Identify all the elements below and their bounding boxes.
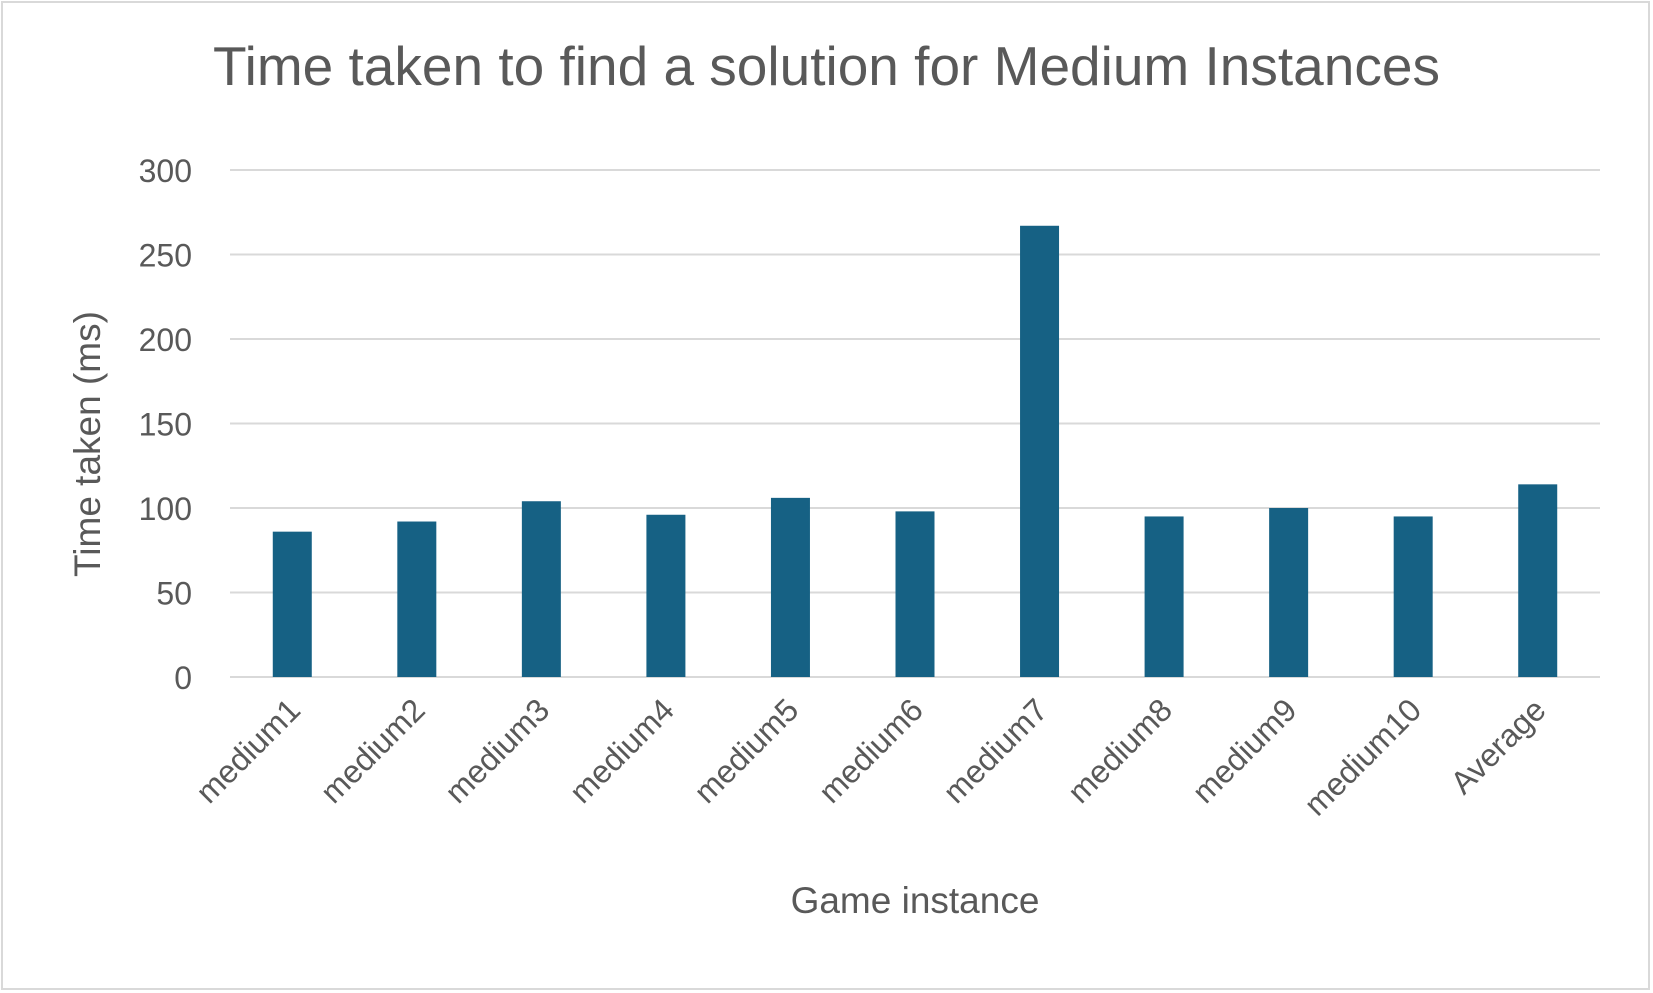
x-tick-labels: medium1 medium2 medium3 medium4 medium5 mediu… bbox=[189, 691, 1553, 822]
bar-medium5 bbox=[770, 497, 810, 677]
y-tick-labels: 0 50 100 150 200 250 300 bbox=[139, 153, 192, 696]
x-tick-label: medium8 bbox=[1061, 691, 1180, 810]
x-tick-label: medium5 bbox=[687, 691, 806, 810]
x-tick-label: medium10 bbox=[1297, 691, 1428, 822]
bar-medium10 bbox=[1393, 516, 1433, 677]
bars bbox=[272, 225, 1558, 677]
x-tick-label: medium4 bbox=[562, 691, 681, 810]
bar-medium4 bbox=[646, 514, 686, 677]
bar-medium9 bbox=[1269, 508, 1309, 677]
x-tick-label: Average bbox=[1443, 691, 1552, 800]
x-tick-label: medium6 bbox=[811, 691, 930, 810]
y-tick-label: 100 bbox=[139, 491, 192, 527]
y-tick-label: 200 bbox=[139, 322, 192, 358]
x-tick-label: medium9 bbox=[1185, 691, 1304, 810]
y-tick-label: 150 bbox=[139, 407, 192, 443]
x-tick-label: medium2 bbox=[313, 691, 432, 810]
bar-medium8 bbox=[1144, 516, 1184, 677]
bar-medium1 bbox=[272, 531, 312, 677]
x-tick-label: medium7 bbox=[936, 691, 1055, 810]
y-tick-label: 50 bbox=[156, 576, 192, 612]
x-tick-label: medium1 bbox=[189, 691, 308, 810]
chart-title: Time taken to find a solution for Medium… bbox=[213, 35, 1440, 97]
y-tick-label: 250 bbox=[139, 238, 192, 274]
y-tick-label: 0 bbox=[174, 660, 192, 696]
bar-Average bbox=[1518, 484, 1558, 677]
bar-medium6 bbox=[895, 511, 935, 677]
bar-medium7 bbox=[1020, 225, 1060, 677]
y-axis-label: Time taken (ms) bbox=[67, 311, 108, 577]
x-axis-label: Game instance bbox=[790, 880, 1040, 921]
gridlines bbox=[230, 169, 1600, 678]
x-tick-label: medium3 bbox=[438, 691, 557, 810]
y-tick-label: 300 bbox=[139, 153, 192, 189]
bar-medium3 bbox=[521, 501, 561, 677]
bar-medium2 bbox=[397, 521, 437, 677]
